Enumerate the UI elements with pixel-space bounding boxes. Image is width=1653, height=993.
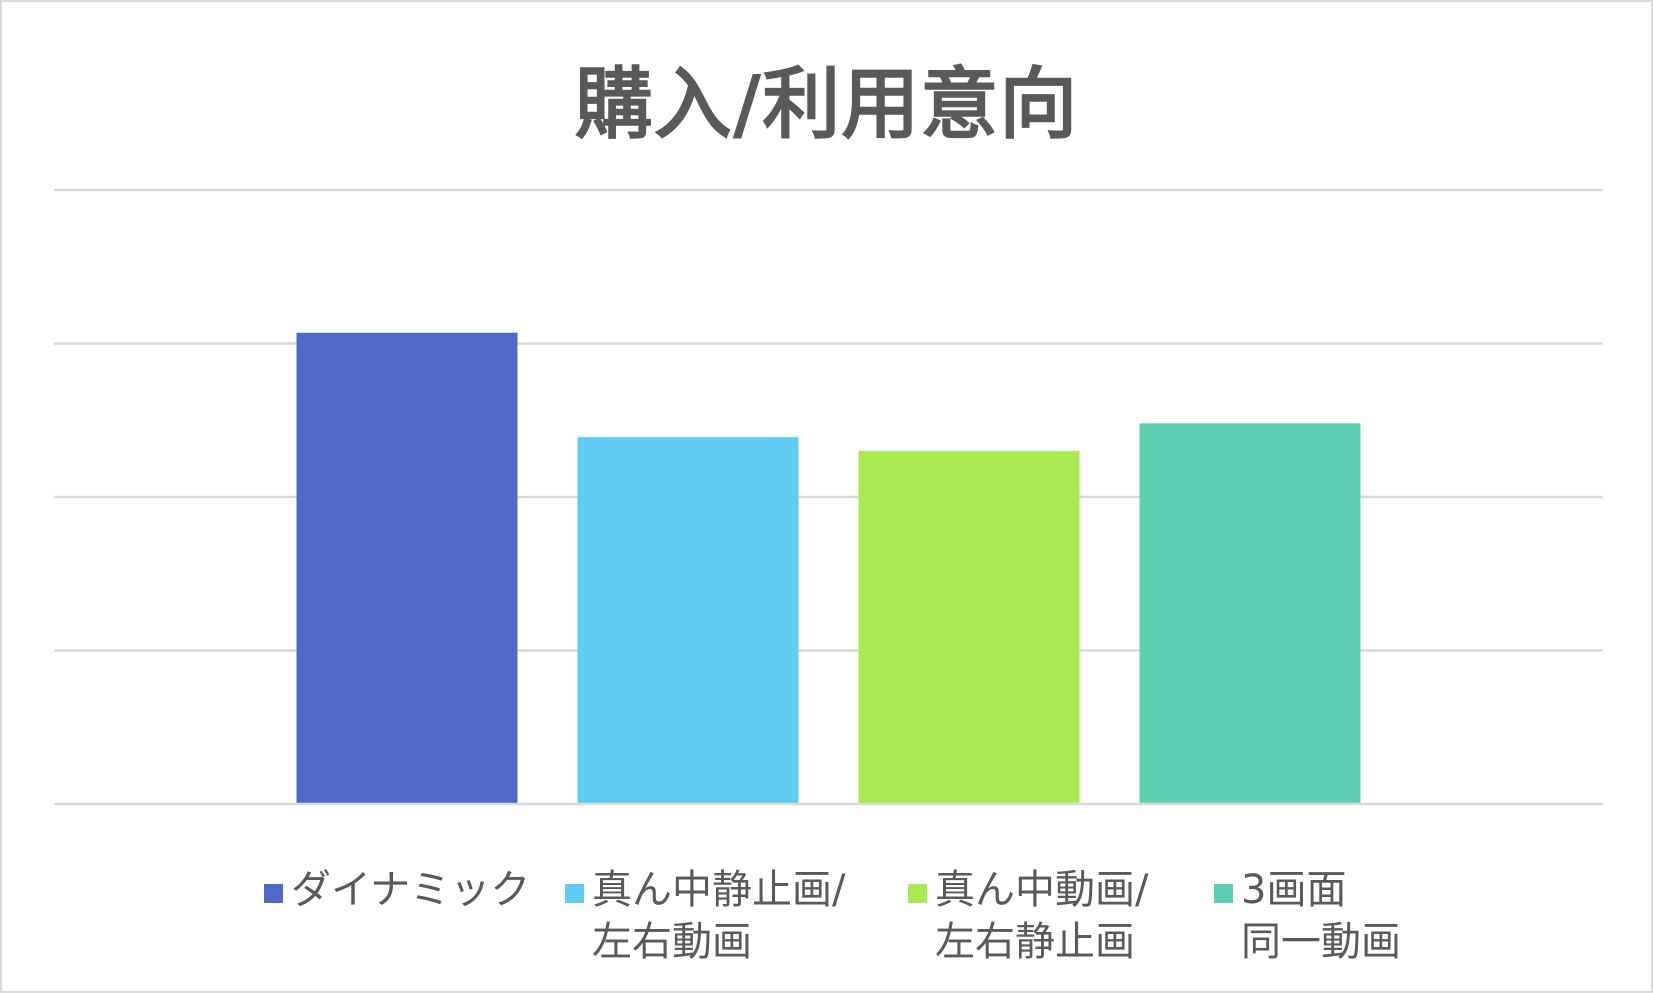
plot-area: [54, 188, 1603, 806]
legend-label-dynamic: ダイナミック: [291, 867, 531, 913]
legend-label-center-still-side-video: 真ん中静止画/ 左右動画: [592, 867, 846, 965]
legend-item-center-video-side-still: 真ん中動画/ 左右静止画: [908, 864, 1148, 968]
legend-swatch-center-still-side-video: [565, 884, 584, 903]
legend-item-three-screen-same-video: 3画面 同一動画: [1214, 864, 1401, 968]
legend-item-center-still-side-video: 真ん中静止画/ 左右動画: [565, 864, 845, 968]
bar-series-2: [577, 437, 799, 804]
legend-swatch-three-screen-same-video: [1214, 884, 1233, 903]
legend: ダイナミック 真ん中静止画/ 左右動画 真ん中動画/ 左右静止画 3画面 同一動…: [2, 864, 1651, 974]
bar-series-3: [858, 450, 1080, 804]
legend-label-center-video-side-still: 真ん中動画/ 左右静止画: [935, 867, 1149, 965]
legend-swatch-dynamic: [264, 884, 283, 903]
bar-series-4: [1139, 423, 1361, 804]
legend-item-dynamic: ダイナミック: [264, 864, 530, 916]
chart-title: 購入/利用意向: [574, 60, 1079, 150]
legend-swatch-center-video-side-still: [908, 884, 927, 903]
legend-label-three-screen-same-video: 3画面 同一動画: [1241, 867, 1401, 965]
bar-series-1: [296, 332, 518, 804]
